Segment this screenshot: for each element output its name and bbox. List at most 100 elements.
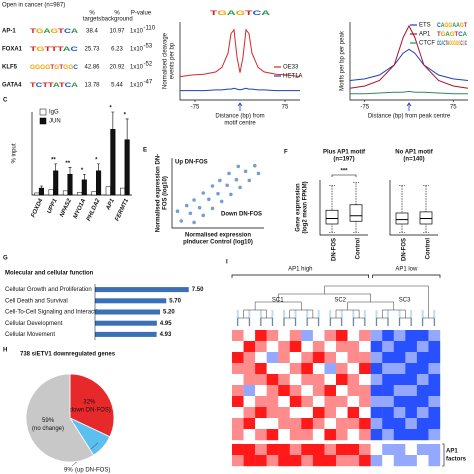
motif-letter: C [64,29,72,35]
cluster-label: SC2 [334,298,346,304]
motif-letter: A [441,23,445,29]
heatmap-cell [255,429,267,441]
slice-label: (down DN-FOS) [68,407,111,413]
heatmap-cell [393,444,406,456]
heatmap-cell [416,330,429,342]
factor-label: factors [446,457,467,463]
heatmap-cell [393,352,406,364]
dendrogram-branch [399,317,412,326]
heatmap-cell [324,396,337,408]
point [216,191,220,196]
heatmap-cell [336,374,348,386]
bar [110,129,116,196]
heatmap-cell [232,385,244,397]
motif-letter: A [71,29,79,35]
heatmap-cell [289,418,302,430]
heatmap-cell [428,444,441,456]
heatmap-cell [405,444,418,456]
centre-arrow [406,102,412,111]
heatmap-cell [405,385,418,397]
legend-label: CTCF [419,41,435,47]
heatmap-cell [428,374,441,386]
chart-title: 738 siETV1 downregulated genes [20,352,116,358]
heatmap-cell [336,396,348,408]
motif-letter: G [458,41,460,47]
heatmap-cell [266,330,279,342]
whisker [399,185,405,233]
point [192,220,196,225]
heatmap-cell [336,352,348,364]
p-exponent: -110 [144,26,156,32]
heatmap-cell [359,418,371,430]
significance: ** [65,161,70,167]
heatmap-cell [405,363,418,375]
heatmap-cell [382,352,394,364]
heatmap-cell [266,429,279,441]
targets: 38.4 [86,29,98,35]
factor-label: AP1 [446,449,458,455]
heatmap-cell [312,363,325,375]
error-bar [54,163,58,171]
point [197,205,202,210]
heatmap-cell [416,352,429,364]
heatmap-cell [393,396,406,408]
heatmap-cell [359,385,371,397]
category-label: Cellular Movement [5,332,55,338]
heatmap-cell [370,444,383,456]
category-label: Cell Death and Survival [5,298,68,304]
motif-letter: G [448,23,452,29]
series-line [180,87,300,92]
heatmap-cell [382,330,394,342]
motif-letter: A [53,83,61,89]
motif-letter: T [210,11,218,17]
heatmap-cell [382,363,394,375]
dendrogram-branch [237,317,250,326]
heatmap-cell [405,418,418,430]
y-axis-label: Motifs per bp per peak [340,30,346,91]
dendrogram-branch [260,317,273,326]
heatmap-cell [243,407,256,419]
x-tick-label: DN-FOS [402,238,408,261]
heatmap-cell [278,407,290,419]
heatmap-cell [312,418,325,430]
heatmap-cell [370,352,383,364]
heatmap-cell [382,418,394,430]
heatmap-cell [405,330,418,342]
motif-letter: G [441,32,446,38]
heatmap-cell [255,385,267,397]
motif-letter: C [465,41,467,47]
heatmap-cell [428,407,441,419]
heatmap-cell [312,341,325,353]
point [238,185,242,190]
heatmap-cell [266,407,279,419]
group-label: AP1 high [288,267,312,273]
heatmap-cell [347,341,360,353]
heatmap-cell [232,444,244,456]
bar [95,320,157,326]
motif-letter: T [445,41,447,47]
motif-letter: C [437,41,439,47]
targets: 42.86 [84,65,100,71]
pie-slice [69,373,115,438]
heatmap-cell [393,418,406,430]
row-name: GATA4 [2,83,22,89]
heatmap-cell [289,396,302,408]
error-bar [39,185,43,189]
heatmap-cell [324,444,337,456]
heatmap-cell [278,396,290,408]
heatmap-cell [382,385,394,397]
x-axis-label: pInducer Control (log10) [183,240,253,246]
panel-label: F [284,150,288,156]
p-exponent: -47 [144,80,153,86]
heatmap-cell [243,444,256,456]
bar [67,174,73,196]
heatmap-cell [382,455,394,467]
slice-value: 59% [42,418,55,424]
motif-letter: A [43,29,51,35]
point [210,184,215,188]
slice-value: 9% [64,468,73,474]
motif-letter: G [68,65,73,71]
motif-letter: G [450,32,455,38]
point [225,183,229,188]
